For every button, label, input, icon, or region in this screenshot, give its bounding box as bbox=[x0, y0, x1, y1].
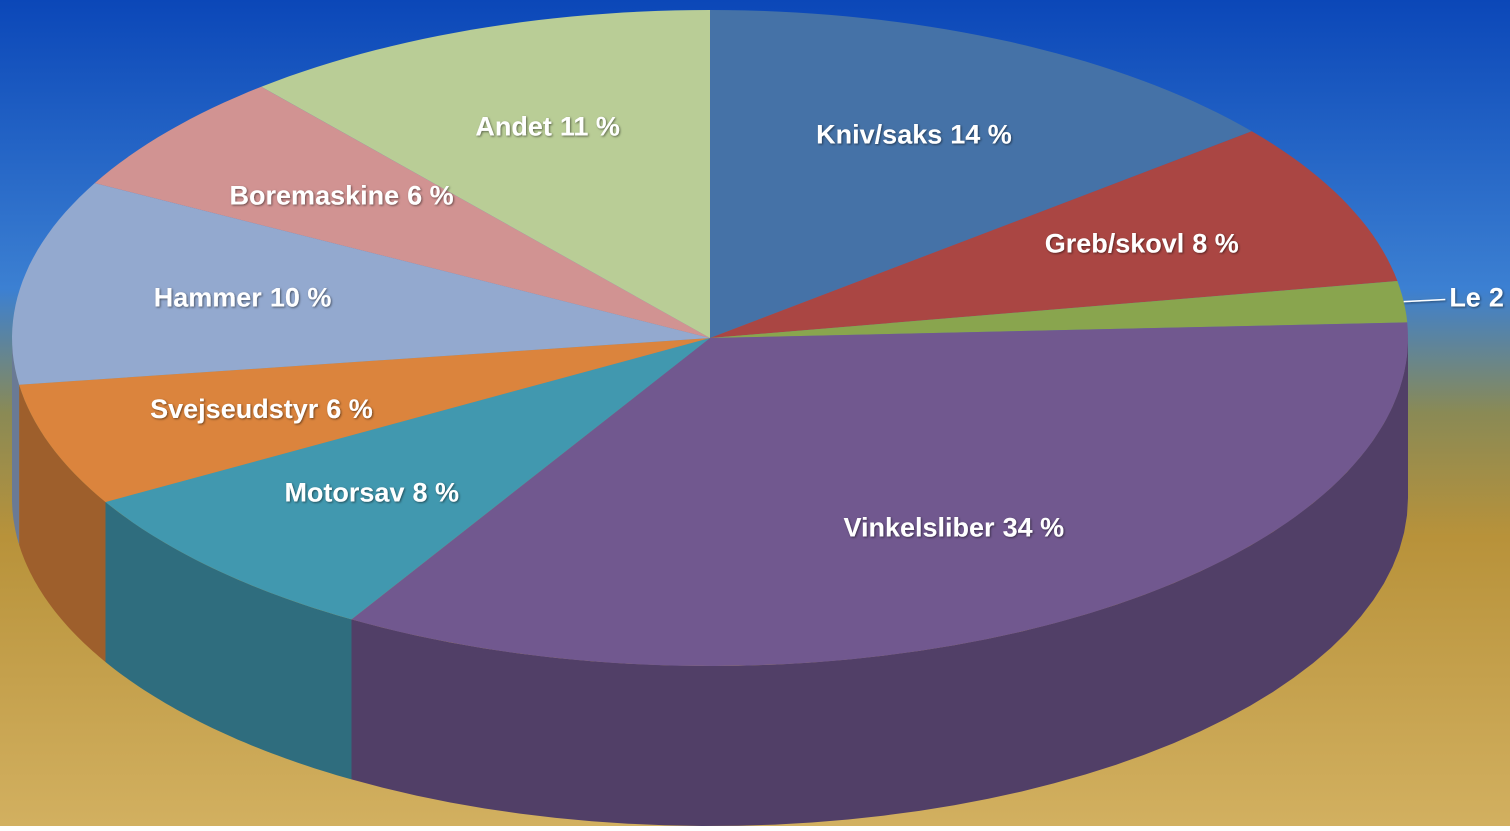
label-value: 14 % bbox=[950, 120, 1012, 150]
label-category: Vinkelsliber bbox=[843, 512, 995, 542]
slice bbox=[105, 338, 710, 620]
label-value: 8 % bbox=[1192, 228, 1239, 258]
label-value: 2 % bbox=[1489, 283, 1510, 313]
label-category: Svejseudstyr bbox=[150, 394, 319, 424]
data-label: Andet 11 % bbox=[475, 112, 620, 142]
data-label: Le 2 % bbox=[1449, 283, 1510, 313]
slice-side bbox=[105, 502, 352, 780]
leader-line bbox=[1403, 298, 1446, 303]
label-value: 6 % bbox=[326, 394, 373, 424]
slice bbox=[261, 10, 710, 338]
label-category: Le bbox=[1449, 283, 1481, 313]
label-category: Kniv/saks bbox=[816, 120, 942, 150]
slice bbox=[19, 338, 711, 502]
slice bbox=[351, 322, 1408, 666]
data-label: Vinkelsliber 34 % bbox=[843, 512, 1064, 542]
slice-side bbox=[12, 338, 20, 545]
label-value: 6 % bbox=[407, 180, 454, 210]
slice-side bbox=[19, 384, 106, 662]
slice bbox=[12, 183, 710, 385]
data-label: Boremaskine 6 % bbox=[230, 180, 454, 210]
data-label: Motorsav 8 % bbox=[284, 478, 459, 508]
slice bbox=[710, 131, 1398, 338]
slice bbox=[710, 281, 1408, 338]
slice bbox=[710, 10, 1252, 338]
data-label: Greb/skovl 8 % bbox=[1045, 228, 1239, 258]
data-label: Svejseudstyr 6 % bbox=[150, 394, 373, 424]
label-category: Boremaskine bbox=[230, 180, 400, 210]
label-category: Greb/skovl bbox=[1045, 228, 1185, 258]
label-category: Hammer bbox=[154, 282, 263, 312]
label-value: 10 % bbox=[270, 282, 332, 312]
label-value: 11 % bbox=[560, 112, 620, 142]
slice bbox=[94, 86, 710, 338]
data-label: Kniv/saks 14 % bbox=[816, 120, 1012, 150]
label-value: 34 % bbox=[1003, 512, 1065, 542]
slice-side bbox=[351, 338, 1408, 826]
label-category: Motorsav bbox=[284, 478, 404, 508]
label-category: Andet bbox=[475, 112, 552, 142]
data-label: Hammer 10 % bbox=[154, 282, 332, 312]
label-value: 8 % bbox=[412, 478, 459, 508]
